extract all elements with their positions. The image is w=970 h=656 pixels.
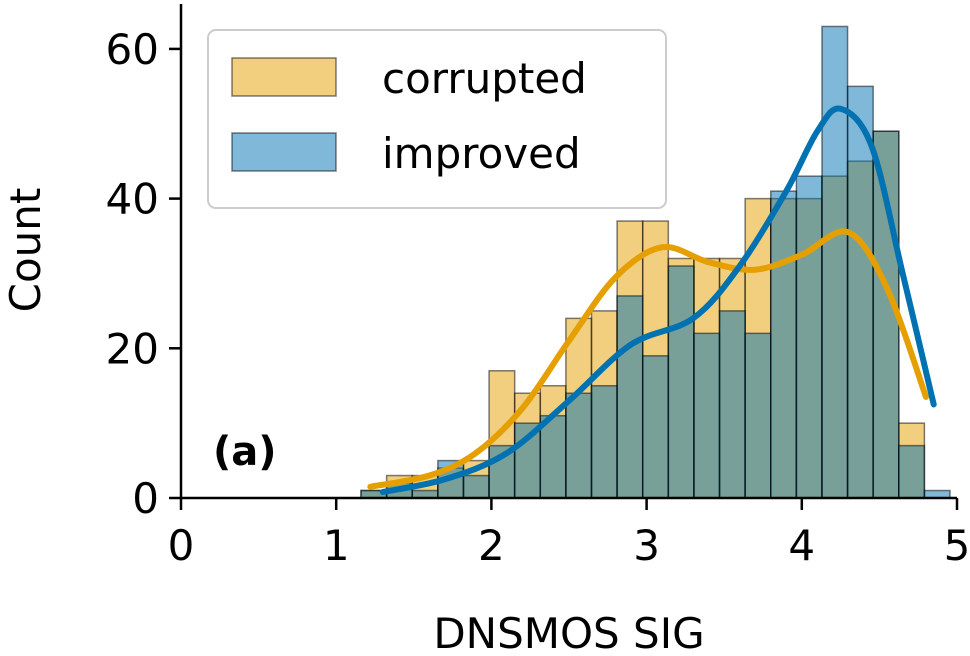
bar-improved (821, 25, 849, 499)
bar-improved (641, 355, 670, 499)
bar-improved (744, 332, 772, 499)
legend-label-improved: improved (382, 129, 581, 178)
bar-improved (770, 190, 798, 499)
x-tick-label: 0 (168, 521, 195, 570)
legend: corrupted improved (207, 29, 667, 209)
bars-improved (360, 25, 951, 499)
bar-improved (539, 414, 567, 499)
bar-improved (795, 175, 823, 499)
bar-improved (462, 474, 490, 499)
y-tick-label: 0 (132, 474, 159, 523)
bar-improved (616, 295, 644, 499)
x-axis: 0 1 2 3 4 5 (168, 498, 970, 570)
legend-label-corrupted: corrupted (382, 54, 587, 103)
x-tick-label: 3 (633, 521, 660, 570)
y-axis: 0 20 40 60 (106, 25, 181, 523)
y-tick-label: 60 (106, 25, 159, 74)
panel-label: (a) (213, 429, 277, 475)
legend-swatch-corrupted (231, 57, 337, 97)
kde-line-corrupted (367, 228, 929, 490)
x-tick-label: 4 (788, 521, 815, 570)
bar-improved (693, 332, 721, 499)
kde-line-improved (379, 105, 937, 496)
x-axis-label: DNSMOS SIG (433, 609, 704, 656)
bar-improved (667, 265, 695, 499)
y-axis-label: Count (1, 188, 50, 313)
x-tick-label: 5 (944, 521, 970, 570)
legend-swatch-improved (231, 132, 337, 172)
y-tick-label: 20 (106, 324, 159, 373)
plot-area (179, 4, 957, 500)
y-tick-label: 40 (106, 175, 159, 224)
bar-improved (590, 384, 618, 499)
bar-improved (898, 444, 926, 499)
bar-improved (565, 392, 593, 499)
bar-improved (718, 310, 746, 499)
x-tick-label: 1 (323, 521, 350, 570)
x-tick-label: 2 (478, 521, 505, 570)
